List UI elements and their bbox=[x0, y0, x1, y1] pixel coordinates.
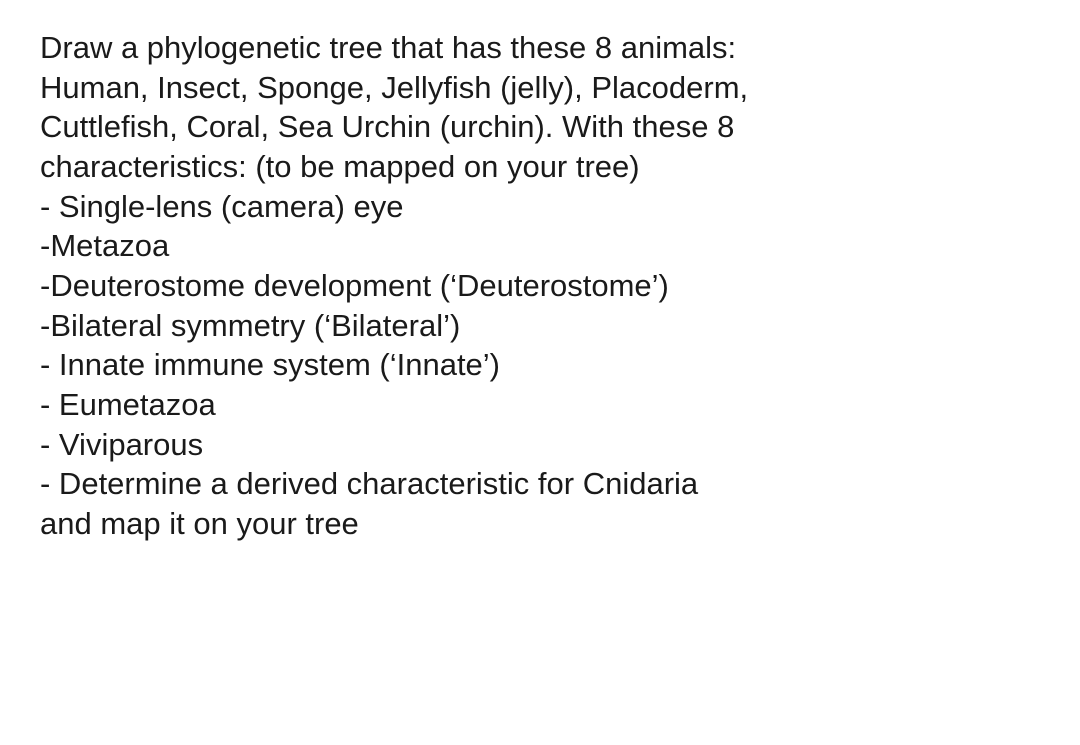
intro-line: Human, Insect, Sponge, Jellyfish (jelly)… bbox=[40, 68, 1040, 108]
list-item: -Deuterostome development (‘Deuterostome… bbox=[40, 266, 1040, 306]
intro-line: characteristics: (to be mapped on your t… bbox=[40, 147, 1040, 187]
list-item: - Viviparous bbox=[40, 425, 1040, 465]
list-item: - Single-lens (camera) eye bbox=[40, 187, 1040, 227]
list-item-continuation: and map it on your tree bbox=[40, 504, 1040, 544]
list-item: - Eumetazoa bbox=[40, 385, 1040, 425]
list-item: - Innate immune system (‘Innate’) bbox=[40, 345, 1040, 385]
list-item: -Metazoa bbox=[40, 226, 1040, 266]
list-item: - Determine a derived characteristic for… bbox=[40, 464, 1040, 504]
intro-line: Cuttlefish, Coral, Sea Urchin (urchin). … bbox=[40, 107, 1040, 147]
question-text: Draw a phylogenetic tree that has these … bbox=[40, 28, 1040, 544]
list-item: -Bilateral symmetry (‘Bilateral’) bbox=[40, 306, 1040, 346]
intro-line: Draw a phylogenetic tree that has these … bbox=[40, 28, 1040, 68]
